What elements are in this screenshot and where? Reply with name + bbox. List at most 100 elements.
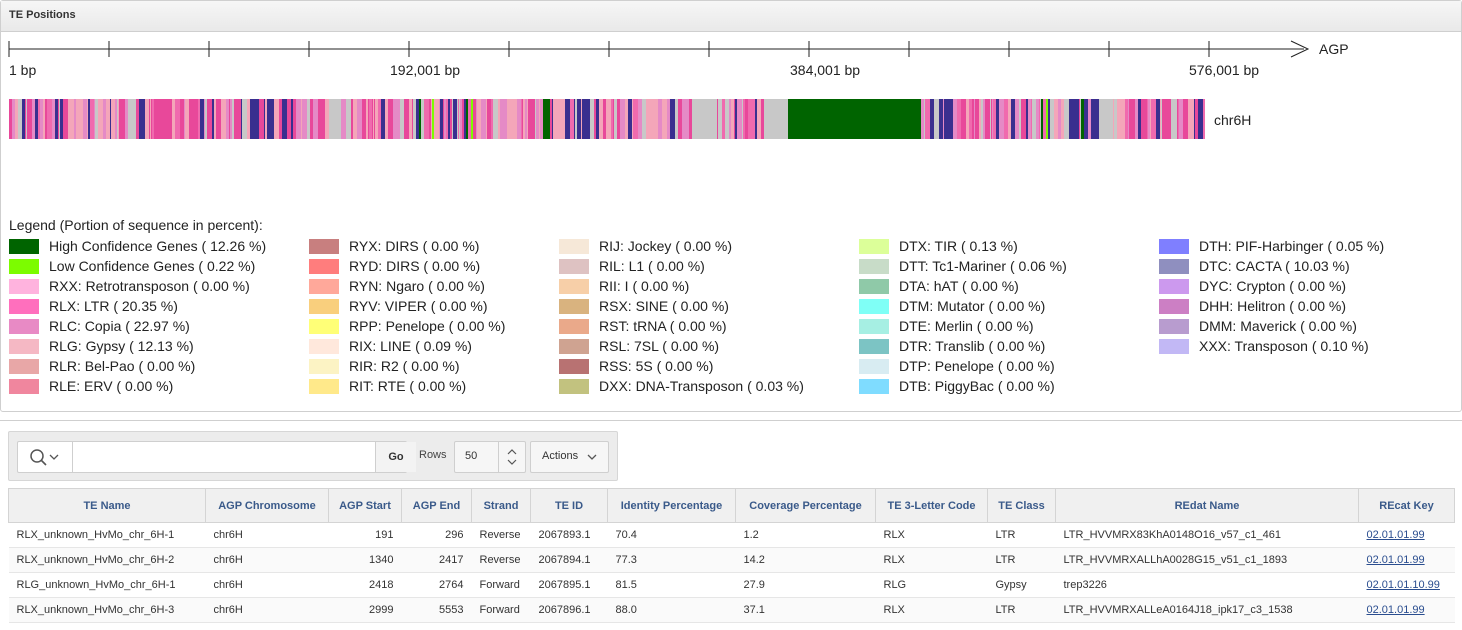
te-segment [58,99,59,139]
rows-label: Rows [419,449,447,461]
te-segment [12,99,14,139]
te-segment [667,99,670,139]
column-header[interactable]: TE Name [8,488,206,523]
te-segment [200,99,204,139]
te-segment [1091,99,1094,139]
column-header[interactable]: AGP Start [328,488,402,523]
column-header[interactable]: TE Class [987,488,1056,523]
recat-key-link[interactable]: 02.01.01.10.99 [1366,579,1440,591]
table-cell: 2418 [328,572,402,598]
legend-label: DXX: DNA-Transposon ( 0.03 %) [599,378,804,394]
te-segment [293,99,296,139]
te-segment [216,99,221,139]
te-segment [235,99,238,139]
table-cell: 27.9 [735,572,876,598]
legend-label: RIL: L1 ( 0.00 %) [599,258,705,274]
gene-segment [466,99,468,139]
te-segment [943,99,944,139]
table-cell: chr6H [205,572,329,598]
te-segment [325,99,329,139]
te-segment [351,99,353,139]
te-segment [124,99,125,139]
te-segment [238,99,241,139]
table-cell: 88.0 [607,597,736,623]
table-row: RLX_unknown_HvMo_chr_6H-3 chr6H 2999 5553 Fo… [8,597,1455,623]
te-segment [440,99,443,139]
te-segment [611,99,613,139]
column-header[interactable]: AGP Chromosome [205,488,329,523]
te-segment [396,99,400,139]
legend-swatch [1159,259,1189,274]
region-title: TE Positions [9,9,76,21]
te-segment [106,99,110,139]
actions-label: Actions [542,450,579,462]
column-header[interactable]: Strand [471,488,531,523]
te-segment [1160,99,1161,139]
legend-label: RYD: DIRS ( 0.00 %) [349,258,481,274]
legend-label: RXX: Retrotransposon ( 0.00 %) [49,278,250,294]
te-segment [247,99,250,139]
te-segment [638,99,642,139]
te-segment [729,99,731,139]
legend-label: DTH: PIF-Harbinger ( 0.05 %) [1199,238,1385,254]
column-header[interactable]: Identity Percentage [607,488,736,523]
rows-select[interactable]: 50 [454,441,526,473]
search-column-selector[interactable] [18,442,73,472]
table-cell: RLG_unknown_HvMo_chr_6H-1 [8,572,206,598]
te-segment [35,99,38,139]
gene-segment [543,99,550,139]
actions-button[interactable]: Actions [530,441,609,473]
te-segment [404,99,407,139]
te-segment [1074,99,1078,139]
column-header[interactable]: Coverage Percentage [735,488,876,523]
te-segment [993,99,996,139]
te-segment [617,99,620,139]
te-segment [193,99,198,139]
column-header[interactable]: REdat Name [1055,488,1359,523]
legend-swatch [9,319,39,334]
te-segment [25,99,26,139]
te-segment [654,99,658,139]
table-row: RLX_unknown_HvMo_chr_6H-1 chr6H 191 296 Reve… [8,522,1455,548]
te-segment [207,99,212,139]
te-segment [458,99,459,139]
te-segment [969,99,972,139]
legend-swatch [559,259,589,274]
te-segment [620,99,625,139]
column-header[interactable]: TE 3-Letter Code [875,488,988,523]
recat-key-link[interactable]: 02.01.01.99 [1366,529,1425,541]
legend-label: DTX: TIR ( 0.13 %) [899,238,1018,254]
recat-key-link[interactable]: 02.01.01.99 [1366,554,1425,566]
column-header[interactable]: REcat Key [1358,488,1455,523]
search-input[interactable] [74,443,378,471]
legend-swatch [859,299,889,314]
te-segment [1084,99,1088,139]
te-segment [717,99,718,139]
table-header-row: TE Name AGP Chromosome AGP Start AGP End Str… [8,488,1455,523]
te-segment [740,99,742,139]
column-header[interactable]: TE ID [530,488,608,523]
table-cell: 2764 [401,572,472,598]
te-segment [761,99,764,139]
legend-swatch [559,299,589,314]
te-segment [687,99,689,139]
te-segment [362,99,366,139]
legend-label: DTT: Tc1-Mariner ( 0.06 %) [899,258,1067,274]
te-segment [1054,99,1058,139]
legend-swatch [1159,339,1189,354]
column-header[interactable]: AGP End [401,488,472,523]
legend-swatch [1159,319,1189,334]
te-segment [157,99,162,139]
legend-swatch [859,359,889,374]
te-segment [172,99,175,139]
te-segment [604,99,606,139]
table-body: RLX_unknown_HvMo_chr_6H-1 chr6H 191 296 Reve… [8,522,1455,623]
recat-key-link[interactable]: 02.01.01.99 [1366,604,1425,616]
te-segment [523,99,525,139]
legend-label: DTR: Translib ( 0.00 %) [899,338,1046,354]
te-segment [180,99,184,139]
go-button[interactable]: Go [375,442,416,472]
te-segment [446,99,448,139]
region-header: TE Positions [1,1,1461,32]
te-segment [1177,99,1178,139]
